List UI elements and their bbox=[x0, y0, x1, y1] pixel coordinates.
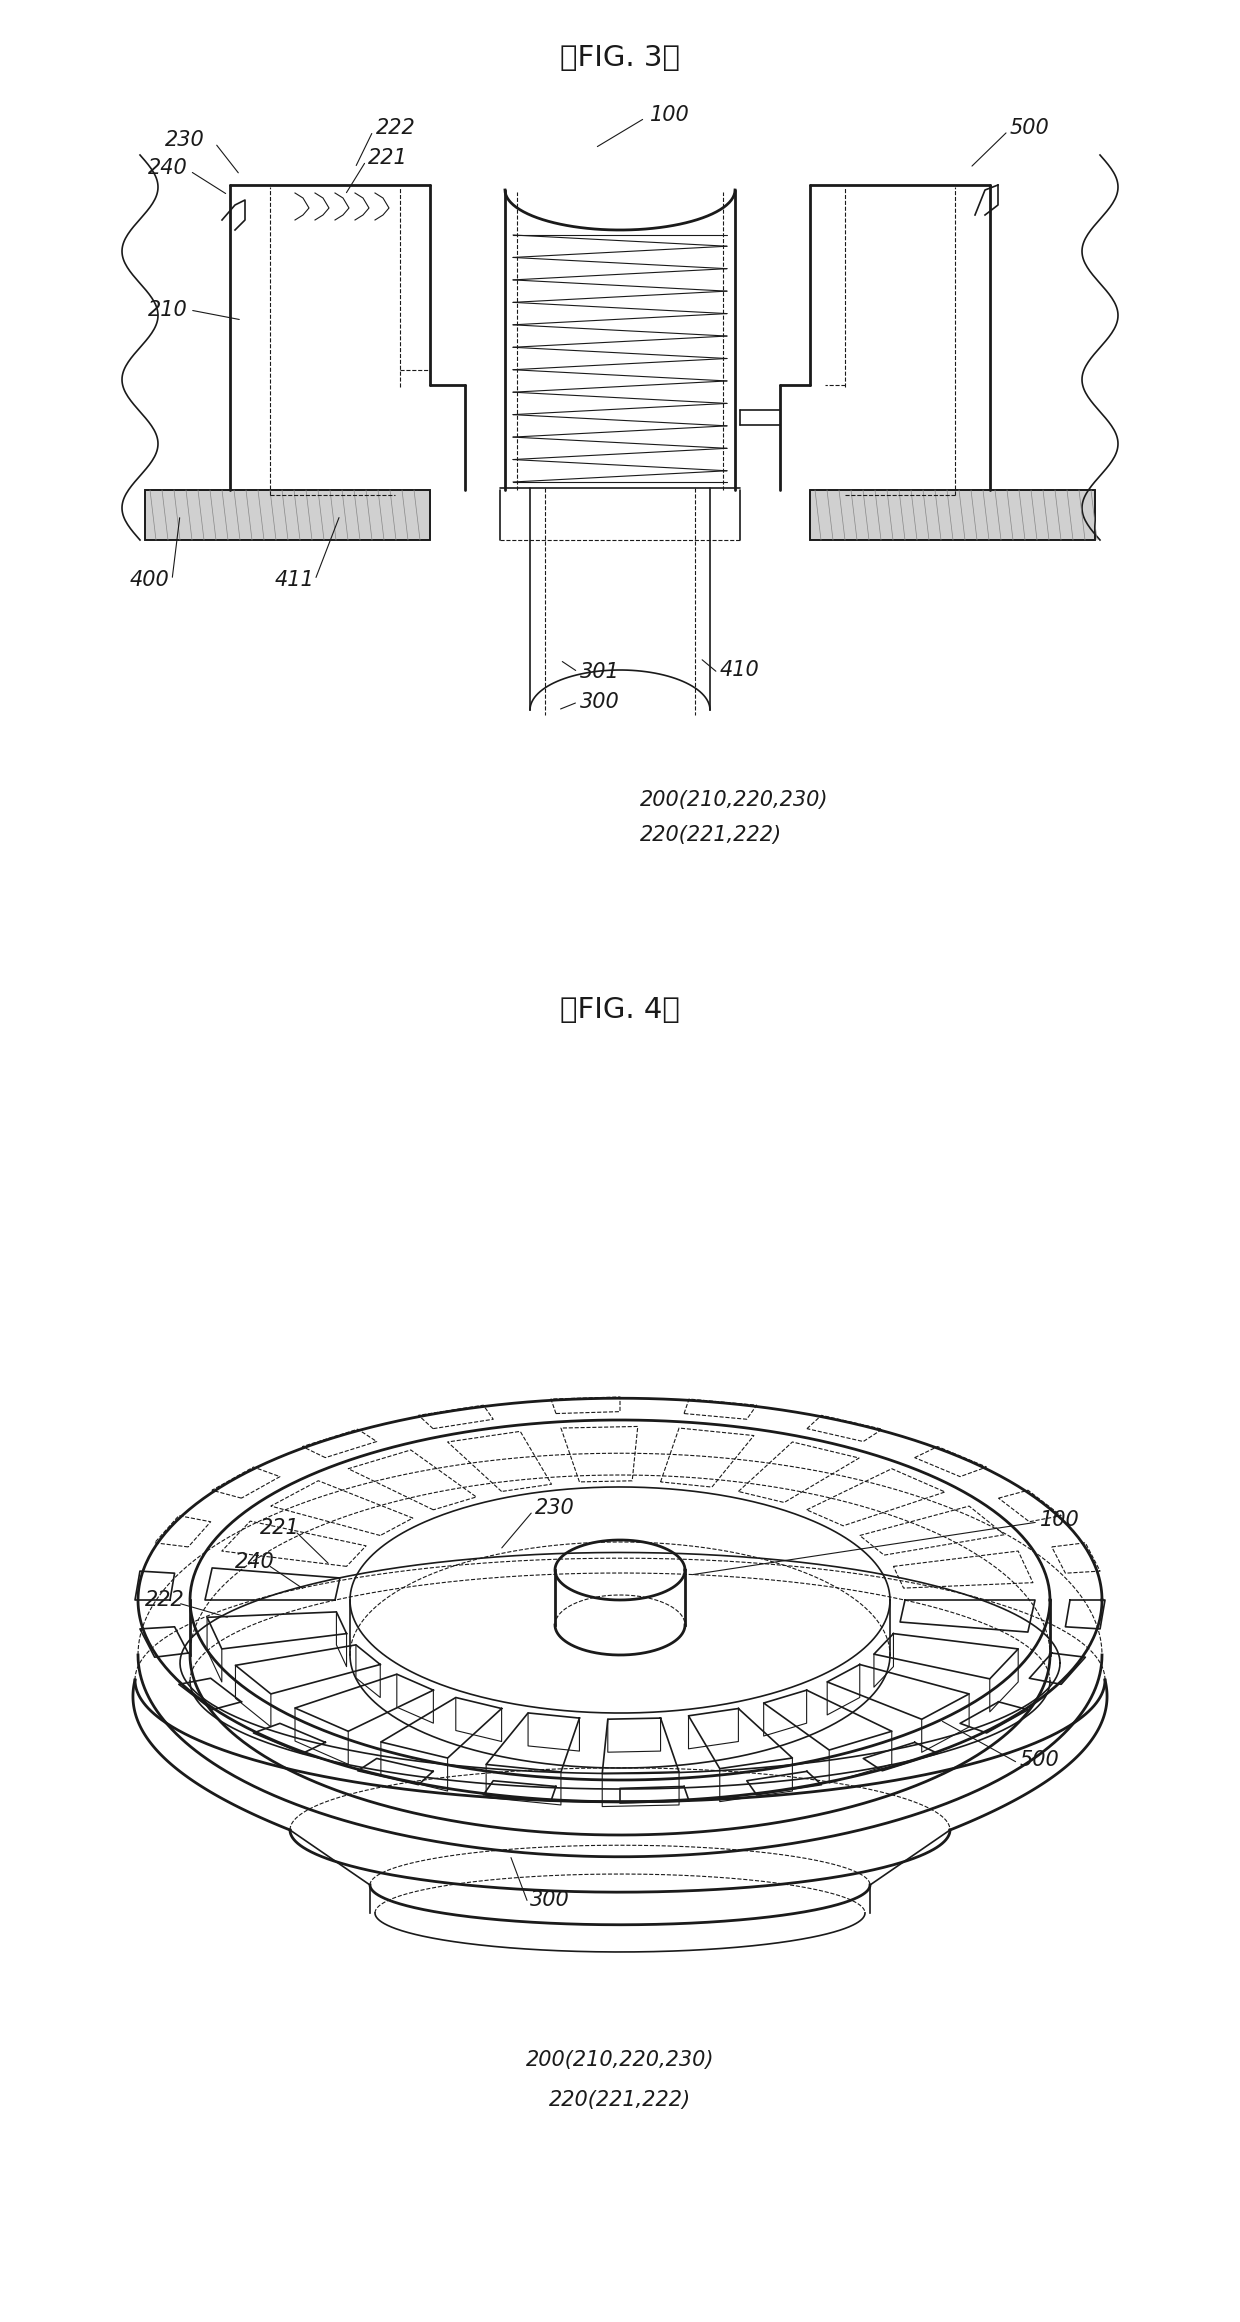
Text: 222: 222 bbox=[145, 1591, 185, 1609]
Text: 220(221,222): 220(221,222) bbox=[640, 824, 782, 845]
Text: 100: 100 bbox=[1040, 1509, 1080, 1530]
Text: 220(221,222): 220(221,222) bbox=[549, 2090, 691, 2111]
Text: 200(210,220,230): 200(210,220,230) bbox=[640, 789, 828, 810]
Text: 300: 300 bbox=[529, 1890, 569, 1911]
Text: 300: 300 bbox=[580, 692, 620, 713]
Text: 400: 400 bbox=[130, 569, 170, 590]
Text: 221: 221 bbox=[368, 149, 408, 167]
Bar bbox=[810, 490, 1095, 541]
Text: 210: 210 bbox=[148, 300, 187, 320]
Text: 301: 301 bbox=[580, 662, 620, 683]
Text: 200(210,220,230): 200(210,220,230) bbox=[526, 2050, 714, 2069]
Text: 240: 240 bbox=[236, 1551, 275, 1572]
Bar bbox=[810, 490, 1095, 541]
Bar bbox=[145, 490, 430, 541]
Text: 230: 230 bbox=[165, 130, 205, 151]
Text: 221: 221 bbox=[260, 1519, 300, 1537]
Text: 411: 411 bbox=[275, 569, 315, 590]
Text: 【FIG. 3】: 【FIG. 3】 bbox=[560, 44, 680, 72]
Text: 410: 410 bbox=[720, 659, 760, 680]
Text: 240: 240 bbox=[148, 158, 187, 179]
Bar bbox=[145, 490, 430, 541]
Text: 【FIG. 4】: 【FIG. 4】 bbox=[560, 996, 680, 1024]
Text: 500: 500 bbox=[1021, 1751, 1060, 1769]
Text: 100: 100 bbox=[650, 104, 689, 125]
Text: 222: 222 bbox=[376, 118, 415, 137]
Text: 500: 500 bbox=[1011, 118, 1050, 137]
Text: 230: 230 bbox=[534, 1498, 575, 1519]
